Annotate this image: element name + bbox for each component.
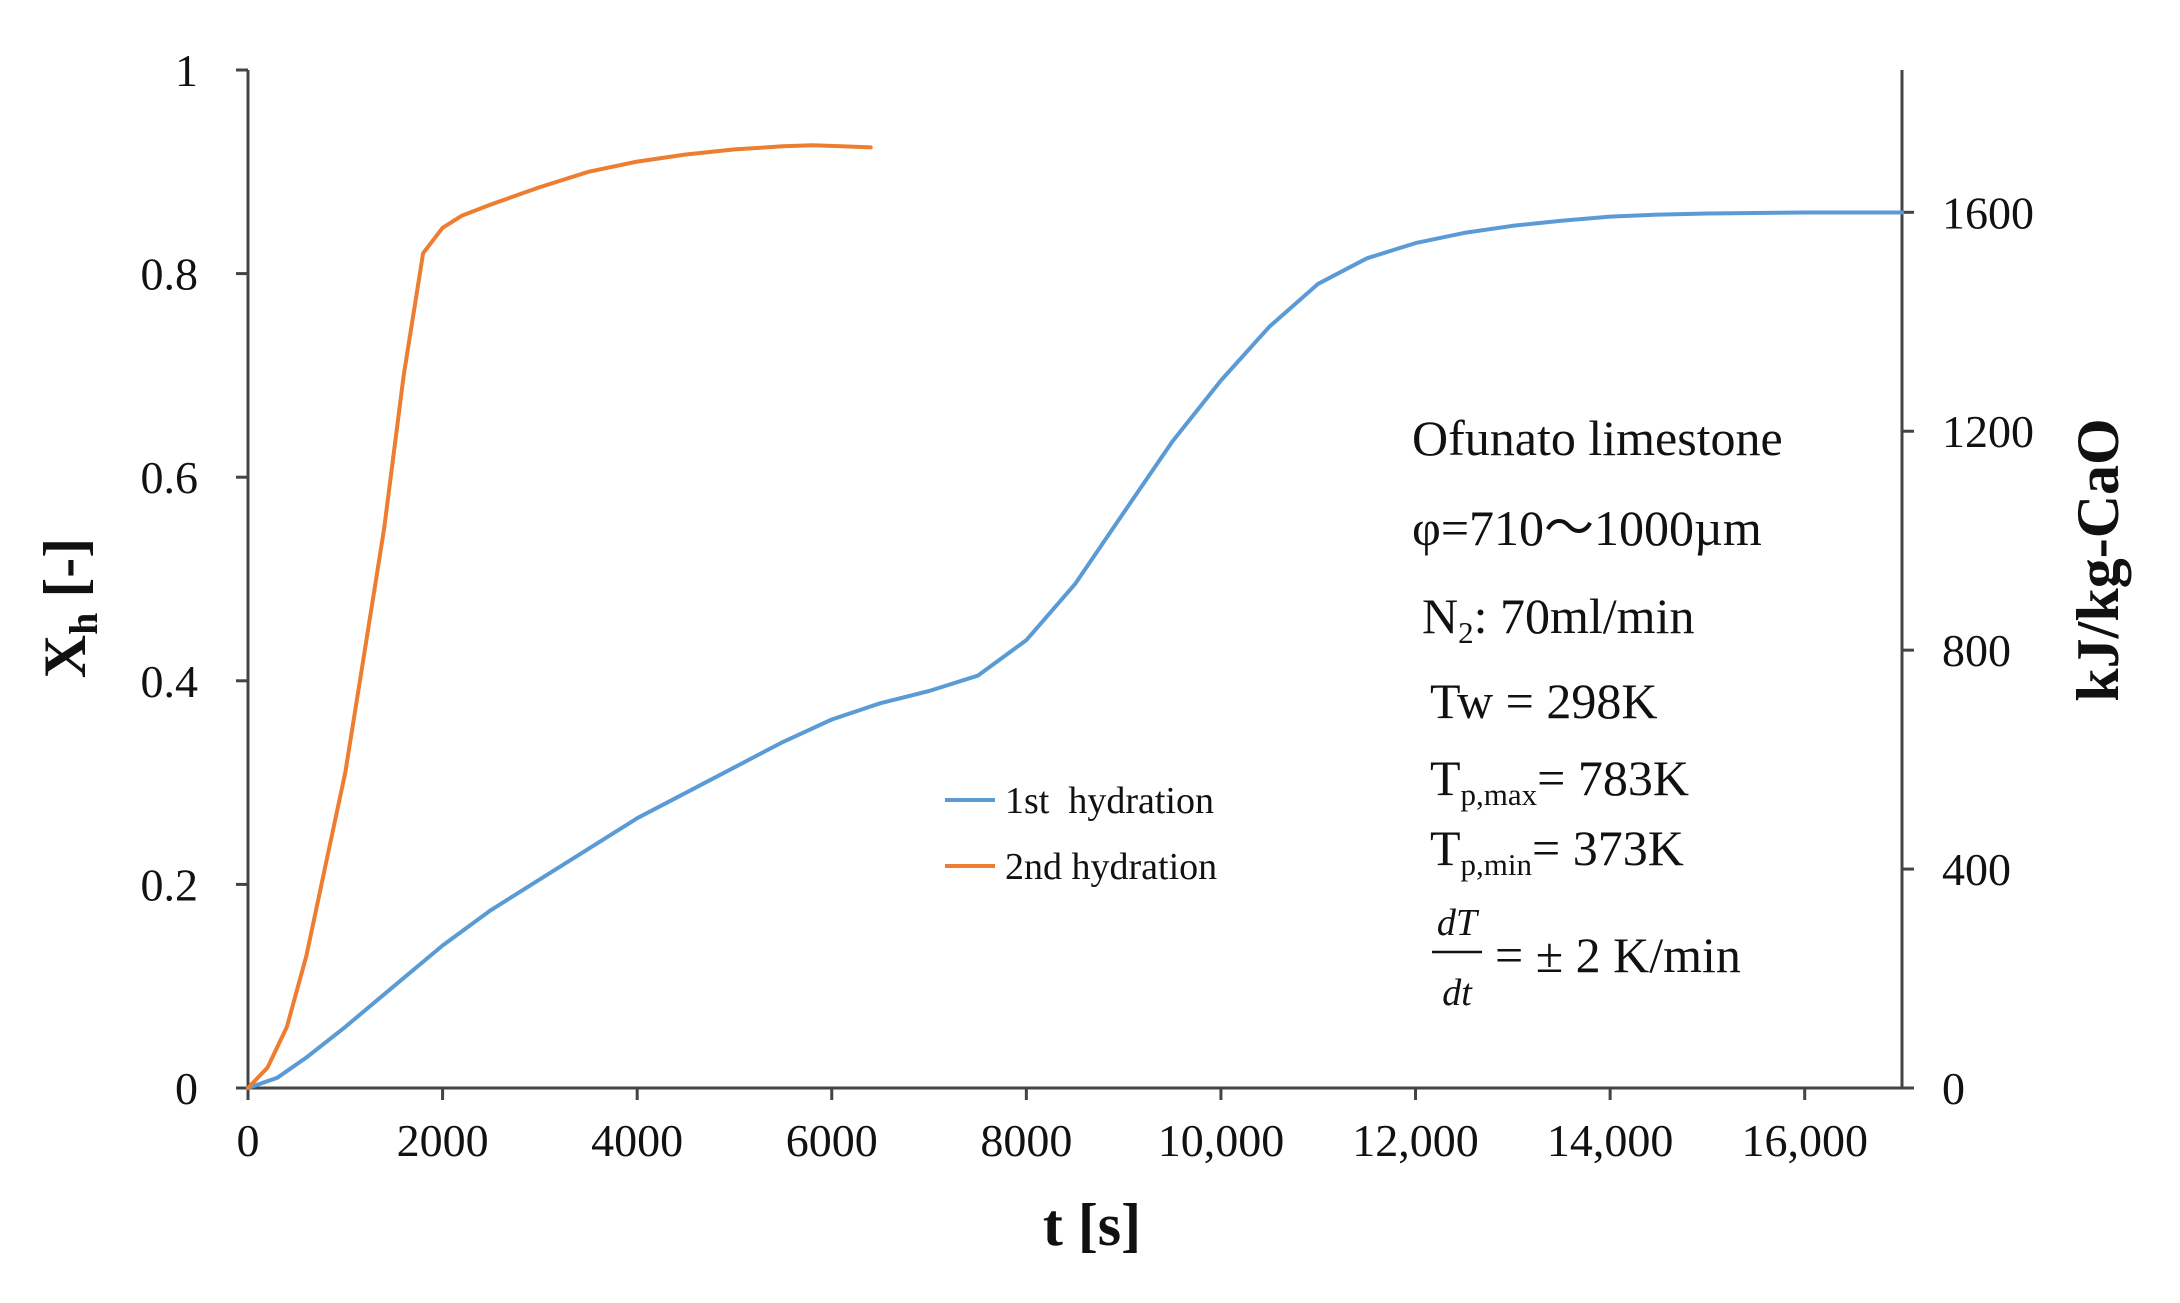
annotation-rate-denominator: dt [1442,972,1473,1014]
annotation-block: Ofunato limestone φ=710〜1000µm N2: 70ml/… [1412,410,1783,1014]
annotation-tw: Tw = 298K [1430,673,1657,729]
y-axis-title: Xh [-] [32,538,106,679]
y-tick-label-2: 0.4 [141,656,199,707]
y2-tick-label-4: 1600 [1942,187,2034,238]
annotation-n2-flow: N2: 70ml/min [1422,588,1694,650]
annotation-tpmax-base: T [1430,750,1461,806]
y2-tick-label-1: 400 [1942,844,2011,895]
y-tick-label-0: 0 [175,1063,198,1114]
x-tick-label-4: 8000 [980,1115,1072,1166]
annotation-tpmin-base: T [1430,820,1461,876]
x-tick-label-1: 2000 [397,1115,489,1166]
y-tick-label-5: 1 [175,45,198,96]
x-tick-label-8: 16,000 [1741,1115,1868,1166]
annotation-tpmin-rest: = 373K [1532,820,1684,876]
annotation-material: Ofunato limestone [1412,410,1783,466]
annotation-tpmin: Tp,min= 373K [1430,820,1684,882]
x-tick-label-7: 14,000 [1547,1115,1674,1166]
annotation-tpmax-subscript: p,max [1461,777,1538,812]
annotation-particle-size: φ=710〜1000µm [1412,500,1762,556]
legend-label-2nd-hydration: 2nd hydration [1005,846,1217,888]
x-tick-label-6: 12,000 [1352,1115,1479,1166]
annotation-n2-base: N [1422,588,1458,644]
x-tick-label-5: 10,000 [1158,1115,1285,1166]
annotation-rate-value: = ± 2 K/min [1495,927,1741,983]
series-line-2nd-hydration [246,143,873,1090]
legend-label-1st-hydration: 1st hydration [1005,780,1214,822]
legend: 1st hydration 2nd hydration [945,780,1217,888]
y2-tick-label-3: 1200 [1942,406,2034,457]
annotation-tpmax-rest: = 783K [1537,750,1689,806]
series-line-1st-hydration [246,210,1904,1090]
y2-tick-label-2: 800 [1942,625,2011,676]
y2-tick-label-0: 0 [1942,1063,1965,1114]
y2-axis-title: kJ/kg-CaO [2065,418,2131,701]
x-tick-label-2: 4000 [591,1115,683,1166]
y-axis-title-unit: [-] [32,538,98,613]
annotation-rate-numerator: dT [1437,902,1480,944]
series-layer [246,143,1904,1090]
x-tick-label-3: 6000 [786,1115,878,1166]
annotation-n2-subscript: 2 [1458,615,1474,650]
y-axis-title-subscript: h [61,613,106,635]
y-tick-label-3: 0.6 [141,452,199,503]
annotation-tpmax: Tp,max= 783K [1430,750,1689,812]
y-tick-label-4: 0.8 [141,249,199,300]
y-tick-label-1: 0.2 [141,859,199,910]
x-axis-title: t [s] [1043,1192,1141,1258]
annotation-n2-rest: : 70ml/min [1474,588,1695,644]
x-tick-label-0: 0 [237,1115,260,1166]
axes [246,70,1904,1090]
y-axis-title-base: X [32,635,98,678]
annotation-tpmin-subscript: p,min [1461,847,1533,882]
ticks: 0 2000 4000 6000 8000 10,000 12,000 14,000 16,00… [141,45,2035,1166]
